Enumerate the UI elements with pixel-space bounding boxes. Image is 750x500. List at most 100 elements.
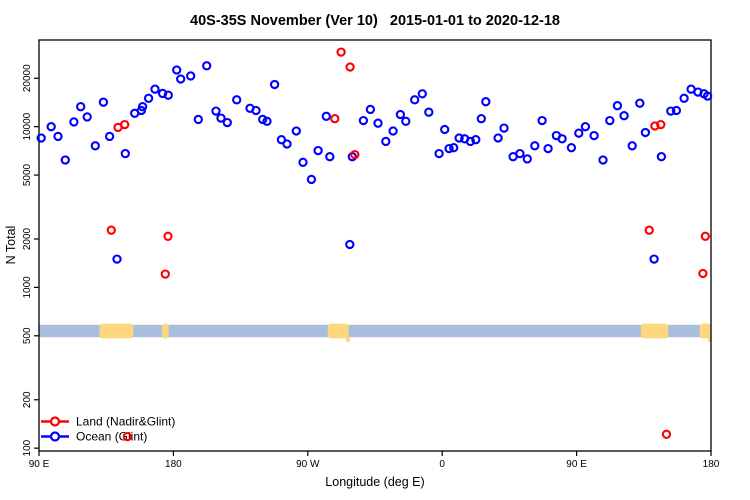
land-point (656, 119, 666, 130)
ocean-point (574, 128, 584, 138)
ocean-point (395, 109, 406, 120)
land-patch (327, 323, 349, 339)
ocean-point (306, 174, 317, 185)
land-patch (99, 323, 134, 339)
land-point (700, 231, 710, 241)
ocean-point (589, 130, 599, 141)
ocean-point (449, 143, 459, 153)
ocean-point (358, 115, 369, 126)
ocean-point (612, 101, 623, 111)
ocean-point (481, 97, 491, 107)
ocean-point (444, 143, 454, 154)
ocean-point (345, 239, 355, 250)
ocean-point (410, 95, 420, 105)
ocean-point (298, 157, 308, 167)
ocean-point (193, 114, 203, 125)
ocean-point (598, 155, 608, 165)
ocean-point (605, 115, 615, 126)
ocean-point (417, 89, 427, 99)
ocean-point (365, 104, 376, 115)
land-point (698, 268, 708, 279)
y-tick-label: 20000 (22, 64, 33, 92)
ocean-point (515, 148, 525, 159)
ocean-point (69, 117, 79, 127)
ocean-point (656, 152, 667, 162)
x-tick-label: 180 (165, 459, 182, 470)
x-axis-title: Longitude (deg E) (325, 475, 425, 489)
ocean-point (627, 141, 637, 151)
x-tick-label: 0 (439, 459, 445, 470)
ocean-point (262, 116, 272, 126)
ocean-point (137, 102, 148, 112)
ocean-point (702, 91, 713, 101)
y-tick-label: 1000 (22, 276, 33, 299)
ocean-point (424, 107, 434, 117)
ocean-point (440, 124, 450, 135)
ocean-point (176, 74, 186, 84)
land-point (106, 225, 116, 235)
ocean-point (269, 79, 280, 90)
ocean-point (186, 71, 196, 81)
ocean-point (216, 113, 226, 123)
ocean-point (104, 131, 115, 142)
ocean-point (619, 111, 629, 121)
ocean-point (222, 117, 232, 128)
ocean-point (381, 136, 391, 147)
ocean-point (522, 154, 532, 164)
ocean-point (471, 135, 481, 145)
y-tick-label: 500 (22, 327, 33, 344)
ocean-point (537, 115, 547, 126)
x-tick-label: 180 (703, 459, 720, 470)
legend-marker (49, 431, 61, 442)
land-point (330, 114, 340, 124)
land-point (160, 269, 170, 279)
land-point (644, 225, 654, 235)
ocean-point (282, 139, 292, 149)
land-point (163, 231, 173, 241)
ocean-point (671, 105, 682, 116)
ocean-point (143, 93, 154, 103)
ocean-point (635, 98, 645, 108)
ocean-point (499, 123, 509, 133)
land-patch (699, 323, 711, 339)
ocean-point (679, 93, 689, 103)
ocean-point (172, 65, 182, 75)
plot-box (38, 39, 712, 452)
ocean-point (465, 136, 476, 147)
land-point (120, 119, 130, 130)
ocean-point (325, 152, 335, 162)
ocean-point (493, 133, 503, 143)
ocean-point (543, 143, 553, 154)
ocean-point (90, 141, 100, 151)
legend-marker (49, 416, 61, 427)
land-patch-tail (346, 336, 350, 343)
ocean-point (60, 155, 70, 165)
y-tick-label: 2000 (22, 227, 33, 250)
land-point (345, 62, 355, 72)
land-patch (640, 323, 669, 339)
x-tick-label: 90 E (566, 459, 587, 470)
ocean-point (112, 254, 122, 264)
land-point (336, 47, 346, 57)
ocean-point (321, 111, 331, 121)
ocean-point (53, 131, 63, 142)
ocean-point (454, 133, 464, 143)
ocean-point (202, 61, 212, 71)
ocean-point (291, 126, 301, 136)
ocean-point (211, 106, 221, 116)
ocean-strip (39, 324, 711, 338)
y-tick-label: 10000 (22, 112, 33, 140)
land-patch (161, 323, 169, 339)
y-tick-label: 100 (22, 439, 33, 456)
land-point (661, 429, 672, 439)
ocean-point (530, 141, 540, 151)
ocean-point (476, 114, 486, 124)
ocean-point (580, 122, 591, 132)
y-tick-label: 200 (22, 391, 33, 408)
ocean-point (276, 135, 287, 145)
ocean-point (434, 148, 444, 159)
ocean-point (163, 90, 173, 100)
x-tick-label: 90 W (296, 459, 320, 470)
